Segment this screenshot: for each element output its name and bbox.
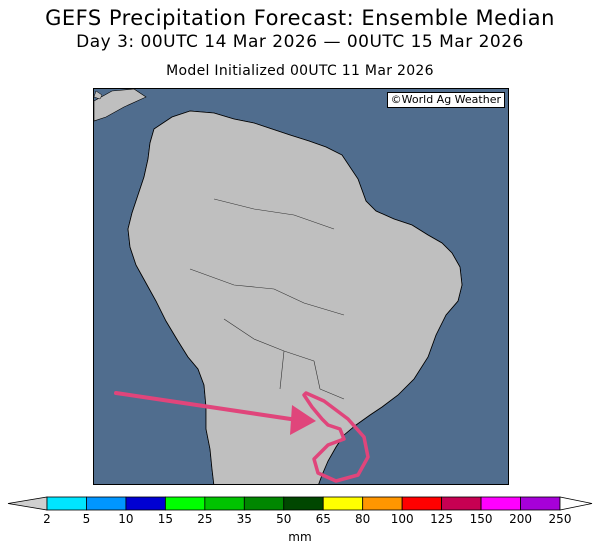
colorbar-tick-label: 25 — [197, 512, 212, 526]
colorbar-over-range — [559, 496, 593, 511]
colorbar-tick-label: 10 — [118, 512, 133, 526]
colorbar-tick-label: 50 — [276, 512, 291, 526]
colorbar-tick-label: 80 — [355, 512, 370, 526]
country-borders — [189, 198, 345, 400]
colorbar-tick-label: 150 — [470, 512, 493, 526]
colorbar-segment — [480, 496, 521, 511]
island-land — [94, 90, 103, 100]
central-america-land — [94, 89, 147, 122]
precipitation-map: ©World Ag Weather — [93, 88, 509, 485]
colorbar-under-range — [7, 496, 48, 511]
colorbar-segment — [283, 496, 324, 511]
map-canvas — [94, 89, 508, 484]
colorbar-unit: mm — [288, 530, 312, 544]
colorbar-segment — [243, 496, 285, 511]
colorbar-tick-label: 125 — [430, 512, 453, 526]
colorbar-tick-label: 100 — [391, 512, 414, 526]
colorbar-segment — [322, 496, 364, 511]
colorbar-tick-label: 15 — [158, 512, 173, 526]
colorbar-tick-label: 200 — [509, 512, 532, 526]
chart-title: GEFS Precipitation Forecast: Ensemble Me… — [45, 6, 555, 30]
colorbar-segment — [401, 496, 443, 511]
colorbar-tick-label: 5 — [83, 512, 91, 526]
annotation-arrow-line — [114, 391, 306, 423]
colorbar-segment — [46, 496, 87, 511]
colorbar-segment — [520, 496, 561, 511]
colorbar-tick-label: 65 — [316, 512, 331, 526]
colorbar-segment — [362, 496, 403, 511]
colorbar-segment — [204, 496, 245, 511]
colorbar-tick-label: 2 — [43, 512, 51, 526]
annotation-loop — [302, 391, 370, 483]
forecast-valid-period: Day 3: 00UTC 14 Mar 2026 — 00UTC 15 Mar … — [76, 32, 524, 52]
colorbar-segment — [86, 496, 127, 511]
model-init-label: Model Initialized 00UTC 11 Mar 2026 — [166, 63, 434, 79]
colorbar: 2 5 10 15 25 35 50 65 80 100 125 150 200 250 — [7, 496, 593, 526]
colorbar-segment — [441, 496, 482, 511]
colorbar-tick-label: 35 — [237, 512, 252, 526]
colorbar-tick-label: 250 — [549, 512, 572, 526]
credit-label: ©World Ag Weather — [386, 92, 505, 108]
colorbar-segment — [164, 496, 206, 511]
colorbar-segment — [125, 496, 166, 511]
annotation-arrow-head — [290, 405, 316, 435]
